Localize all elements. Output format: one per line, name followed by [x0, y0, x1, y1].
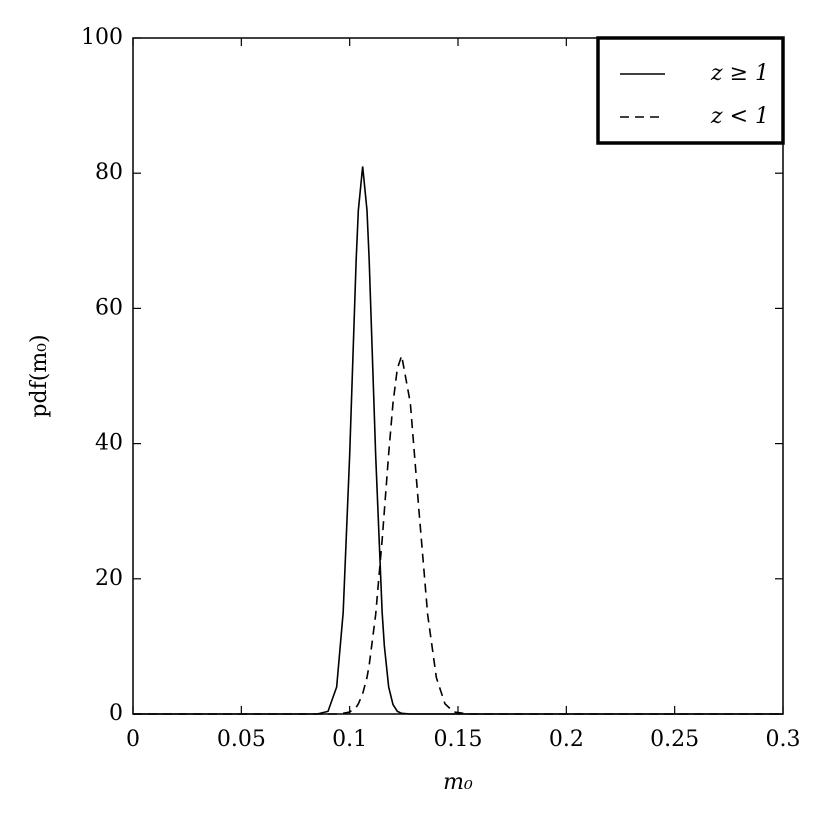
x-tick-label: 0.3: [766, 727, 801, 752]
x-tick-label: 0.2: [549, 727, 584, 752]
y-tick-label: 80: [95, 160, 123, 185]
x-tick-label: 0.15: [434, 727, 483, 752]
series-line: [133, 166, 783, 715]
y-tick-label: 60: [95, 295, 123, 320]
y-tick-label: 40: [95, 431, 123, 456]
x-tick-label: 0: [126, 727, 140, 752]
y-axis-label: pdf(m₀): [27, 334, 52, 417]
x-tick-label: 0.25: [650, 727, 699, 752]
legend-box: [596, 36, 785, 145]
legend-label: z ≥ 1: [710, 61, 769, 86]
legend-label: z < 1: [710, 104, 769, 129]
y-tick-label: 0: [109, 701, 123, 726]
x-tick-label: 0.05: [217, 727, 266, 752]
y-tick-label: 100: [81, 25, 123, 50]
x-tick-label: 0.1: [332, 727, 367, 752]
x-axis-label: m₀: [443, 770, 473, 795]
series-line: [133, 352, 783, 715]
y-tick-label: 20: [95, 566, 123, 591]
